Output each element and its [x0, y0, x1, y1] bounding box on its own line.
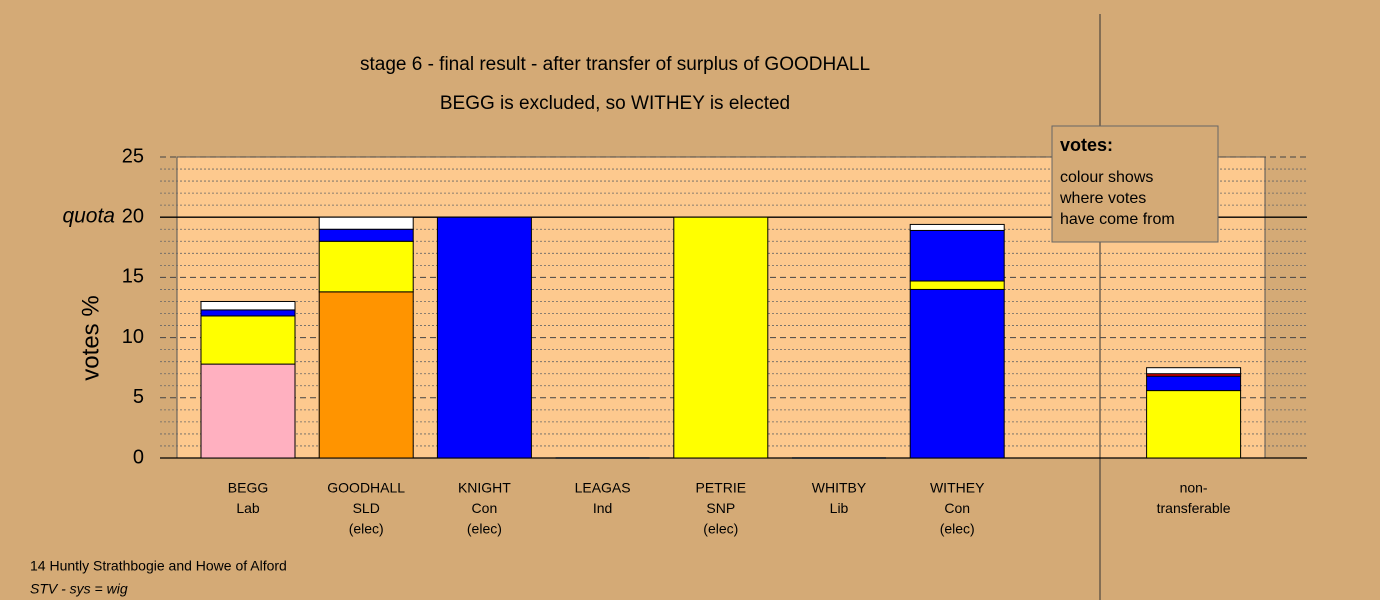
legend-title: votes:: [1060, 135, 1113, 155]
x-tick-label: LEAGAS: [575, 480, 631, 496]
x-tick-label: WITHEY: [930, 480, 985, 496]
bar-segment: [318, 228, 414, 242]
x-tick-label: transferable: [1157, 500, 1231, 516]
x-tick-label: SLD: [353, 500, 380, 516]
bar-segment: [909, 223, 1005, 231]
bar-segment: [200, 300, 296, 311]
x-tick-label: WHITBY: [812, 480, 867, 496]
x-tick-label: (elec): [467, 521, 502, 537]
footer: 14 Huntly Strathbogie and Howe of Alford: [30, 558, 287, 574]
y-tick-label: 10: [122, 326, 144, 348]
bar-segment: [318, 216, 414, 230]
bar-segment: [673, 216, 769, 459]
bar-segment: [318, 291, 414, 459]
bar-segment: [909, 288, 1005, 459]
y-tick-label: 15: [122, 266, 144, 288]
bar-segment: [200, 309, 296, 317]
bar-segment: [436, 216, 532, 459]
x-tick-label: Ind: [593, 500, 612, 516]
bars: [160, 156, 1307, 459]
x-tick-label: GOODHALL: [327, 480, 405, 496]
y-tick-label: 5: [133, 386, 144, 408]
bar-segment: [909, 280, 1005, 290]
bar-segment: [909, 229, 1005, 282]
x-tick-label: BEGG: [228, 480, 268, 496]
bar-segment: [200, 363, 296, 459]
x-tick-label: Lib: [830, 500, 849, 516]
chart-subtitle: BEGG is excluded, so WITHEY is elected: [440, 93, 790, 114]
x-tick-label: (elec): [940, 521, 975, 537]
y-axis-label: votes %: [77, 295, 104, 380]
x-tick-label: Con: [944, 500, 970, 516]
chart-title: stage 6 - final result - after transfer …: [360, 54, 870, 75]
x-tick-label: non-: [1180, 480, 1208, 496]
x-tick-label: SNP: [706, 500, 735, 516]
x-tick-label: (elec): [349, 521, 384, 537]
x-tick-label: Con: [472, 500, 498, 516]
legend-text: colour shows: [1060, 169, 1153, 186]
y-tick-label: 25: [122, 145, 144, 167]
bar-segment: [318, 240, 414, 293]
bar-segment: [1146, 367, 1242, 375]
y-tick-label: 0: [133, 446, 144, 468]
x-tick-label: (elec): [703, 521, 738, 537]
legend-text: have come from: [1060, 211, 1175, 228]
bar-segment: [1146, 390, 1242, 459]
x-tick-label: KNIGHT: [458, 480, 511, 496]
x-tick-label: PETRIE: [696, 480, 747, 496]
y-tick-label: 20: [122, 205, 144, 227]
x-tick-label: Lab: [236, 500, 260, 516]
quota-label: quota: [62, 205, 115, 228]
legend-text: where votes: [1059, 190, 1146, 207]
bar-segment: [200, 315, 296, 365]
footer: STV - sys = wig: [30, 581, 128, 597]
bar-segment: [1146, 375, 1242, 392]
legend-box: [1051, 125, 1219, 243]
